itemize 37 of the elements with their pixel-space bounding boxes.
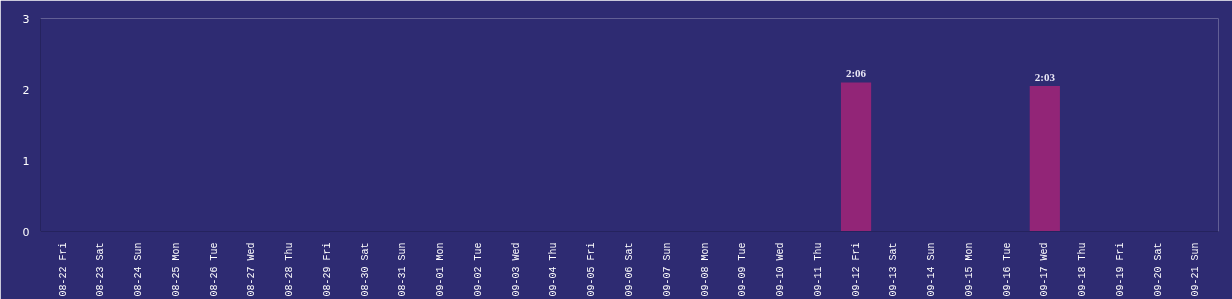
x-tick-label: 09-10 Wed: [775, 242, 787, 297]
y-tick-label: 0: [22, 225, 30, 239]
x-tick-label: 08-25 Mon: [170, 242, 182, 297]
x-tick-label: 09-13 Sat: [888, 242, 900, 297]
x-tick-label: 08-26 Tue: [208, 242, 220, 297]
x-tick-label: 09-09 Tue: [737, 242, 749, 297]
data-label: 2:06: [845, 67, 867, 80]
x-tick-label: 09-01 Mon: [435, 242, 447, 297]
x-tick-label: 09-18 Thu: [1077, 242, 1089, 297]
x-tick-label: 09-02 Tue: [472, 242, 484, 297]
x-tick-label: 08-31 Sun: [397, 242, 409, 297]
y-tick-label: 2: [22, 83, 30, 97]
x-tick-label: 09-11 Thu: [812, 242, 824, 297]
x-tick-label: 09-17 Wed: [1039, 242, 1051, 297]
x-tick-label: 08-24 Sun: [133, 242, 145, 297]
x-tick-label: 09-16 Tue: [1001, 242, 1013, 297]
x-tick-label: 09-19 Fri: [1114, 242, 1126, 297]
x-tick-label: 09-04 Thu: [548, 242, 560, 297]
x-tick-label: 09-05 Fri: [586, 242, 598, 297]
x-tick-label: 08-28 Thu: [284, 242, 296, 297]
x-tick-label: 08-22 Fri: [57, 242, 69, 297]
y-tick-label: 3: [22, 12, 30, 26]
x-tick-label: 08-23 Sat: [95, 242, 107, 297]
x-tick-label: 09-08 Mon: [699, 242, 711, 297]
data-label: 2:03: [1034, 70, 1056, 83]
x-tick-label: 09-06 Sat: [624, 242, 635, 297]
x-tick-label: 08-29 Fri: [321, 242, 333, 297]
x-tick-label: 08-27 Wed: [246, 242, 258, 297]
x-tick-label: 09-14 Sun: [926, 242, 938, 297]
x-tick-label: 09-20 Sat: [1152, 242, 1164, 297]
x-tick-label: 09-07 Sun: [661, 242, 673, 297]
x-tick-label: 08-30 Sat: [359, 242, 371, 297]
x-tick-label: 09-12 Fri: [850, 242, 862, 297]
x-tick-label: 09-03 Wed: [510, 242, 522, 297]
x-tick-label: 09-15 Mon: [963, 242, 975, 297]
x-tick-label: 09-21 Sun: [1190, 242, 1202, 297]
y-tick-label: 1: [22, 154, 30, 168]
